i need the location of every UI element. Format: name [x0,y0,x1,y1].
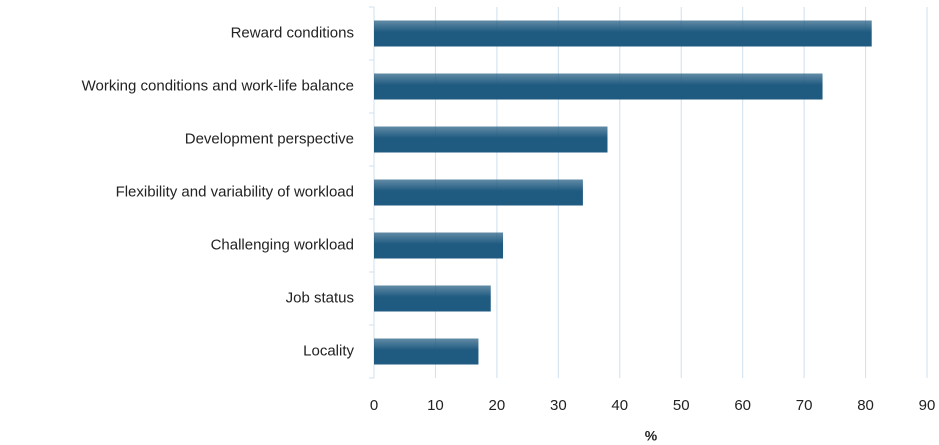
y-tick-label: Flexibility and variability of workload [116,183,354,200]
y-tick-label: Job status [286,289,354,306]
x-tick-label: 70 [796,397,813,414]
bar [374,126,608,153]
bar [374,20,872,47]
x-tick-label: 10 [427,397,444,414]
x-axis-label: % [645,428,658,444]
bar [374,232,504,259]
x-tick-label: 0 [370,397,378,414]
x-tick-label: 40 [611,397,628,414]
y-tick-label: Challenging workload [211,236,354,253]
y-tick-label: Working conditions and work-life balance [82,77,354,94]
bar [374,285,491,312]
x-tick-label: 50 [673,397,690,414]
y-tick-label: Locality [303,342,354,359]
bar [374,179,583,206]
bar [374,338,479,365]
x-tick-label: 90 [919,397,936,414]
bar [374,73,823,100]
y-tick-label: Reward conditions [231,24,354,41]
x-tick-label: 60 [734,397,751,414]
y-tick-label: Development perspective [185,130,354,147]
x-tick-label: 30 [550,397,567,414]
x-tick-label: 80 [857,397,874,414]
x-tick-label: 20 [489,397,506,414]
